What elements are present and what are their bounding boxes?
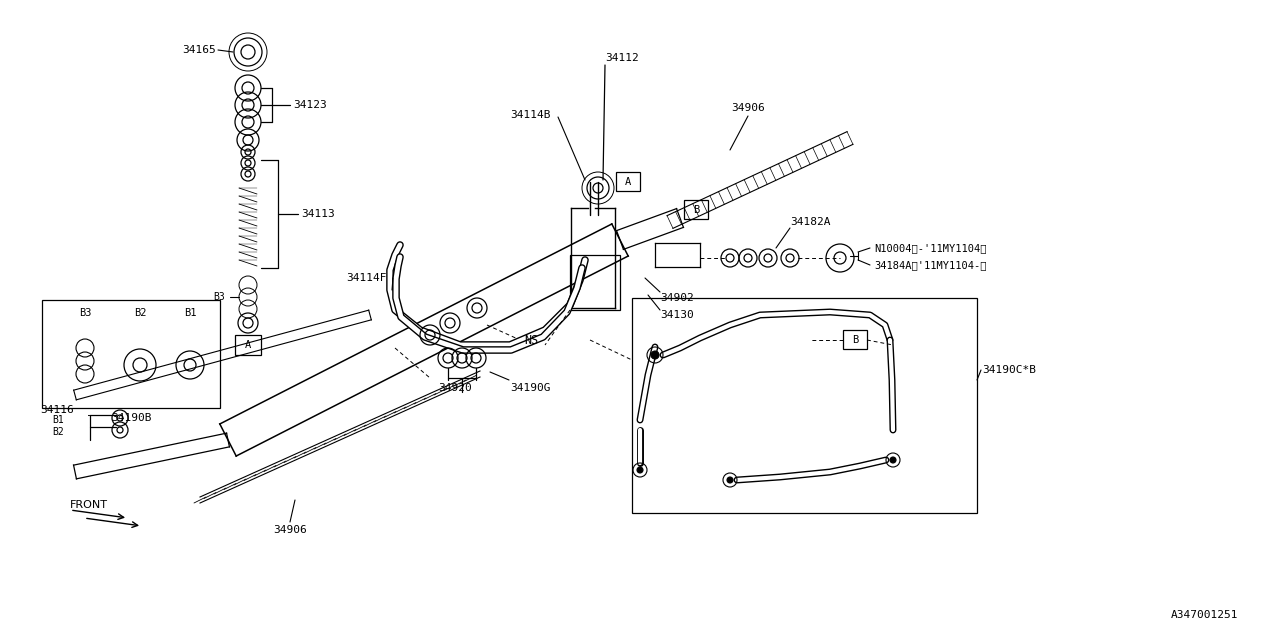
Text: B: B	[852, 335, 858, 345]
Text: B3: B3	[79, 308, 91, 318]
Text: 34114F: 34114F	[346, 273, 387, 283]
Text: 34902: 34902	[660, 293, 694, 303]
Text: B1: B1	[52, 415, 64, 425]
Text: N10004（-'11MY1104）: N10004（-'11MY1104）	[874, 243, 987, 253]
Text: B2: B2	[52, 427, 64, 437]
Text: 34190B: 34190B	[111, 413, 151, 423]
Text: 34130: 34130	[660, 310, 694, 320]
Circle shape	[890, 457, 896, 463]
Text: A: A	[244, 340, 251, 350]
Bar	[632, 298, 977, 513]
Text: NS: NS	[524, 333, 539, 346]
Text: 34114B: 34114B	[509, 110, 550, 120]
Text: FRONT: FRONT	[70, 500, 108, 510]
Text: 34920: 34920	[438, 383, 472, 393]
Text: 34165: 34165	[182, 45, 216, 55]
Bar	[684, 200, 708, 219]
Text: 34906: 34906	[731, 103, 765, 113]
Text: 34112: 34112	[605, 53, 639, 63]
Text: B: B	[692, 205, 699, 215]
Text: A: A	[625, 177, 631, 187]
Bar	[42, 300, 220, 408]
Text: 34113: 34113	[301, 209, 335, 219]
Circle shape	[727, 477, 733, 483]
Text: A347001251: A347001251	[1170, 610, 1238, 620]
Text: 34184A（'11MY1104-）: 34184A（'11MY1104-）	[874, 260, 987, 270]
Bar	[616, 172, 640, 191]
Text: B2: B2	[133, 308, 146, 318]
Text: 34906: 34906	[273, 525, 307, 535]
Text: B1: B1	[184, 308, 196, 318]
Text: 34123: 34123	[293, 100, 326, 110]
Text: B3: B3	[212, 292, 225, 302]
Bar	[570, 255, 620, 310]
Text: 34182A: 34182A	[790, 217, 831, 227]
Circle shape	[652, 351, 659, 359]
Text: 34116: 34116	[40, 405, 74, 415]
Bar	[844, 330, 867, 349]
Text: 34190G: 34190G	[509, 383, 550, 393]
Bar	[236, 335, 261, 355]
Text: 34190C*B: 34190C*B	[982, 365, 1036, 375]
Circle shape	[637, 467, 643, 473]
